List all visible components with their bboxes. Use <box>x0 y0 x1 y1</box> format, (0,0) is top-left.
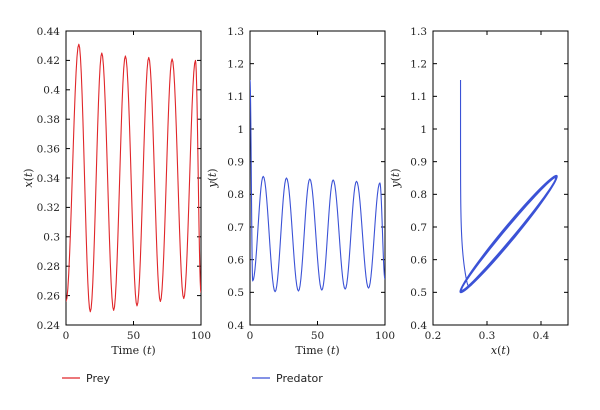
y-tick-label: 0.42 <box>37 55 60 67</box>
x-tick-label: 0.4 <box>533 330 550 342</box>
y-tick-label: 0.28 <box>37 261 60 273</box>
x-tick-label: 100 <box>191 330 211 342</box>
series-line-predator-vs-prey <box>459 80 558 294</box>
y-tick-label: 0.9 <box>410 156 427 168</box>
x-tick-label: 50 <box>311 330 324 342</box>
panels: 0.24 0.26 0.28 0.3 0.32 0.34 0.36 0.38 0.4 0.42 0.… <box>22 26 569 357</box>
y-tick-label: 0.5 <box>227 287 244 299</box>
y-tick-label: 0.24 <box>37 320 61 332</box>
x-tick-label: 0 <box>63 330 70 342</box>
y-axis-label: x(t) <box>22 168 35 187</box>
x-tick-label: 100 <box>375 330 395 342</box>
y-tick-label: 0.5 <box>410 287 427 299</box>
y-tick-label: 0.8 <box>410 189 427 201</box>
y-tick-label: 0.7 <box>227 222 244 234</box>
x-tick-label: 0.2 <box>425 330 442 342</box>
panel-phase-portrait: 0.4 0.5 0.6 0.7 0.8 0.9 1 1.1 1.2 1.3 0.2 0.3 0.4 x(t… <box>389 26 569 357</box>
y-tick-label: 0.4 <box>227 320 244 332</box>
y-axis-label: y(t) <box>206 168 219 188</box>
y-tick-label: 0.32 <box>37 202 60 214</box>
legend: Prey Predator <box>62 372 323 385</box>
y-tick-label: 0.7 <box>410 222 427 234</box>
x-axis-label: Time (t) <box>295 344 339 357</box>
x-axis-label: Time (t) <box>111 344 155 357</box>
y-tick-label: 1.1 <box>410 91 427 103</box>
y-tick-label: 0.9 <box>227 156 244 168</box>
y-tick-label: 0.6 <box>227 254 244 266</box>
y-tick-label: 0.26 <box>37 290 61 302</box>
y-tick-label: 1.3 <box>410 26 427 38</box>
y-tick-label: 1 <box>420 124 427 136</box>
y-tick-label: 1.3 <box>227 26 244 38</box>
plot-frame <box>432 30 569 326</box>
legend-item-prey: Prey <box>62 372 110 385</box>
y-tick-label: 0.34 <box>37 173 61 185</box>
y-tick-label: 0.8 <box>227 189 244 201</box>
x-tick-label: 0.3 <box>479 330 496 342</box>
y-tick-label: 1.2 <box>227 58 244 70</box>
y-tick-label: 1 <box>237 124 244 136</box>
legend-label: Predator <box>276 372 323 385</box>
y-tick-label: 0.44 <box>37 26 61 38</box>
plot-frame <box>65 30 202 326</box>
y-tick-label: 0.3 <box>43 232 60 244</box>
y-tick-label: 0.6 <box>410 254 427 266</box>
y-tick-label: 1.2 <box>410 58 427 70</box>
series-line-prey <box>66 43 201 313</box>
legend-label: Prey <box>86 372 110 385</box>
x-tick-label: 0 <box>247 330 254 342</box>
plot-frame <box>249 30 386 326</box>
y-tick-label: 0.4 <box>43 85 60 97</box>
x-tick-label: 50 <box>127 330 140 342</box>
series-line-predator <box>250 79 385 293</box>
y-axis-label: y(t) <box>389 168 402 188</box>
y-tick-label: 0.38 <box>37 114 60 126</box>
legend-item-predator: Predator <box>252 372 323 385</box>
y-tick-label: 1.1 <box>227 91 244 103</box>
y-tick-label: 0.4 <box>410 320 427 332</box>
y-tick-label: 0.36 <box>37 143 61 155</box>
panel-prey-time: 0.24 0.26 0.28 0.3 0.32 0.34 0.36 0.38 0.4 0.42 0.… <box>22 26 211 357</box>
panel-predator-time: 0.4 0.5 0.6 0.7 0.8 0.9 1 1.1 1.2 1.3 0 50 100 Time (… <box>206 26 395 357</box>
x-axis-label: x(t) <box>491 344 510 357</box>
